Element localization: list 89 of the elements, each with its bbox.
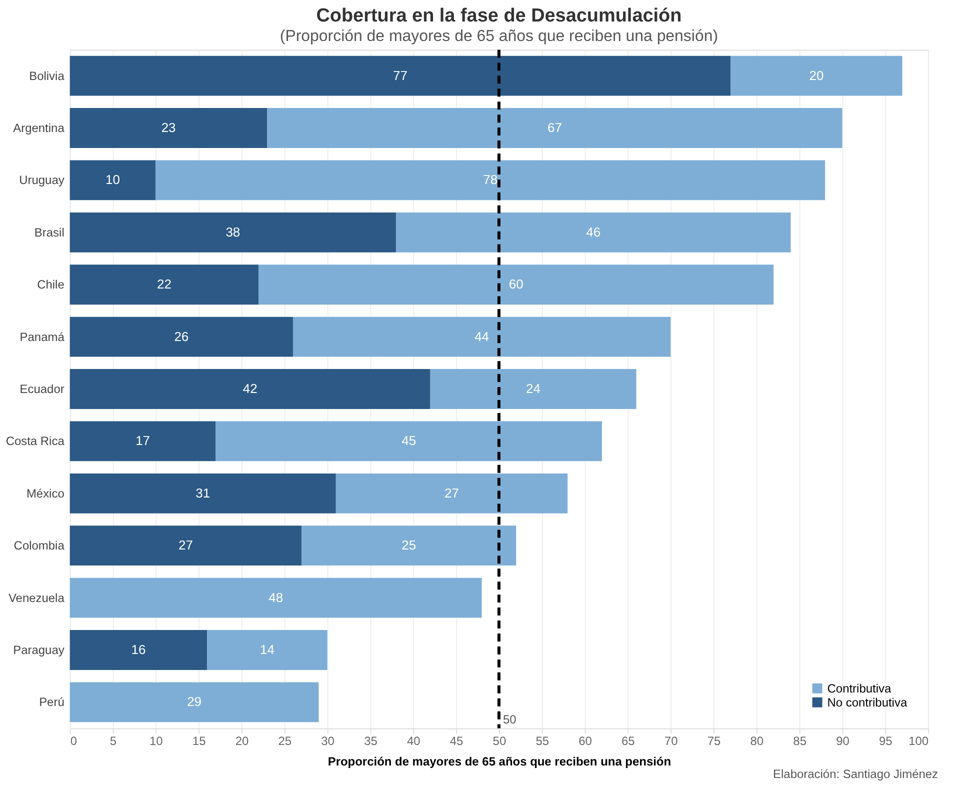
data-label: 60 — [508, 276, 524, 292]
data-label: 77 — [393, 68, 408, 83]
x-tick-label: 0 — [70, 734, 78, 748]
data-label: 25 — [402, 538, 416, 553]
data-label: 38 — [226, 224, 240, 240]
ref-line-label: 50 — [502, 712, 517, 726]
legend-label: No contributiva — [827, 695, 908, 710]
data-label: 46 — [586, 224, 601, 240]
bar — [292, 316, 671, 357]
data-label: 27 — [444, 485, 459, 500]
data-label: 22 — [157, 276, 172, 292]
x-tick-label: 80 — [750, 734, 764, 748]
y-tick-label: Argentina — [13, 121, 65, 136]
bar — [70, 630, 208, 670]
y-tick-label: Perú — [39, 695, 64, 710]
bar — [70, 160, 156, 200]
bar — [70, 316, 293, 357]
chart-title: Cobertura en la fase de Desacumulación — [316, 5, 682, 26]
bar — [302, 526, 516, 566]
data-label: 31 — [196, 485, 210, 500]
bar — [207, 630, 328, 670]
y-tick-label: México — [26, 486, 65, 500]
x-tick-label: 60 — [578, 734, 592, 748]
bar — [70, 578, 482, 618]
bar — [430, 369, 636, 409]
bar — [70, 473, 336, 514]
x-tick-label: 85 — [793, 734, 807, 748]
data-label: 24 — [526, 381, 540, 396]
text: Elaboración: Santiago Jiménez — [773, 767, 938, 782]
x-tick-label: 70 — [664, 734, 678, 748]
x-tick-label: 10 — [150, 734, 164, 748]
bar — [216, 421, 602, 462]
bar — [730, 56, 902, 96]
data-label: 78 — [483, 172, 498, 188]
chart-subtitle: (Proporción de mayores de 65 años que reciben una pensión) — [280, 28, 718, 46]
x-tick-label: 40 — [406, 734, 421, 748]
x-tick-label: 55 — [536, 734, 550, 748]
y-tick-label: Bolivia — [29, 68, 65, 83]
y-tick-label: Colombia — [14, 538, 65, 553]
y-tick-label: Ecuador — [20, 382, 64, 396]
bar — [396, 212, 791, 252]
data-label: 26 — [174, 328, 189, 344]
bar — [70, 264, 259, 305]
data-label: 67 — [548, 120, 562, 136]
bar — [70, 56, 731, 96]
data-label: 48 — [268, 590, 284, 605]
bar — [336, 473, 568, 514]
y-tick-label: Venezuela — [8, 590, 65, 605]
data-label: 17 — [136, 433, 150, 448]
bar — [156, 160, 826, 200]
x-tick-label: 50 — [492, 734, 506, 748]
bar — [70, 421, 216, 462]
x-tick-label: 90 — [836, 734, 850, 748]
x-tick-label: 65 — [622, 734, 636, 748]
data-label: 27 — [178, 538, 193, 553]
bar — [70, 212, 396, 252]
data-label: 29 — [187, 694, 202, 710]
bar — [258, 264, 774, 305]
x-tick-label: 30 — [321, 734, 335, 748]
x-tick-label: 20 — [235, 734, 249, 748]
x-tick-label: 95 — [878, 734, 893, 748]
data-label: 20 — [809, 68, 824, 83]
x-tick-label: 25 — [278, 734, 292, 748]
bar — [70, 108, 268, 148]
bar — [267, 108, 842, 148]
x-tick-label: 100 — [908, 734, 929, 748]
x-axis-title: Proporción de mayores de 65 años que reciben una pensión — [328, 754, 672, 769]
x-tick-label: 15 — [192, 734, 206, 748]
y-tick-label: Chile — [37, 278, 65, 292]
data-label: 45 — [402, 433, 416, 448]
data-label: 10 — [106, 172, 120, 188]
data-label: 44 — [474, 328, 490, 344]
data-label: 23 — [161, 120, 176, 136]
bar — [70, 682, 319, 722]
y-tick-label: Paraguay — [13, 642, 64, 657]
x-tick-label: 75 — [707, 734, 721, 748]
y-tick-label: Uruguay — [19, 173, 64, 188]
bar — [70, 369, 430, 409]
data-label: 16 — [131, 642, 146, 657]
x-tick-label: 45 — [450, 734, 464, 748]
bar — [70, 526, 302, 566]
legend-label: Contributiva — [827, 681, 892, 696]
y-tick-label: Brasil — [34, 225, 64, 240]
y-tick-label: Costa Rica — [6, 434, 65, 448]
y-tick-label: Panamá — [20, 330, 65, 344]
x-tick-label: 35 — [364, 734, 378, 748]
x-tick-label: 5 — [110, 734, 117, 748]
data-label: 42 — [242, 381, 258, 396]
data-label: 14 — [260, 642, 274, 657]
